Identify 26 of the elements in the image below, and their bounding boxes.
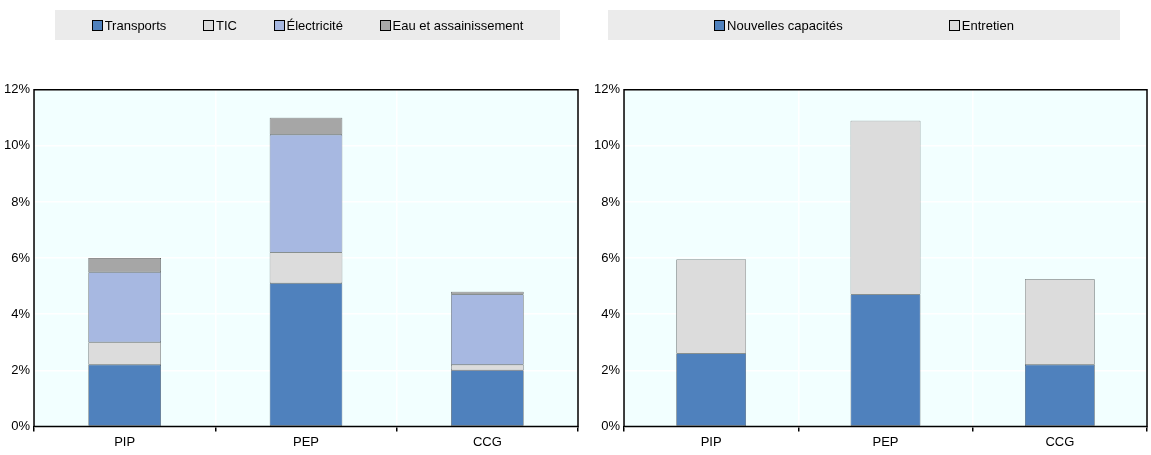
legend-label: Eau et assainissement xyxy=(392,17,524,33)
y-tick-label: 12% xyxy=(3,81,31,97)
y-tick-label: 6% xyxy=(601,249,621,265)
legend-label: Entretien xyxy=(961,17,1014,33)
x-tick-label: PIP xyxy=(700,433,722,449)
x-tick-label: PIP xyxy=(114,433,136,449)
y-tick-label: 8% xyxy=(11,193,31,209)
y-tick-label: 12% xyxy=(593,81,621,97)
legend-label: TIC xyxy=(215,17,237,33)
y-tick-label: 0% xyxy=(11,417,31,433)
legend-label: Électricité xyxy=(286,17,343,33)
x-tick-label: PEP xyxy=(293,433,320,449)
x-tick-label: CCG xyxy=(472,433,502,449)
x-tick-label: CCG xyxy=(1045,433,1075,449)
x-tick-label: PEP xyxy=(872,433,899,449)
y-tick-label: 4% xyxy=(11,305,31,321)
legend-label: Transports xyxy=(104,17,167,33)
y-tick-label: 0% xyxy=(601,417,621,433)
y-tick-label: 10% xyxy=(3,137,31,153)
legend-label: Nouvelles capacités xyxy=(727,17,843,33)
y-tick-label: 2% xyxy=(601,361,621,377)
y-tick-label: 6% xyxy=(11,249,31,265)
y-tick-label: 8% xyxy=(601,193,621,209)
y-tick-label: 2% xyxy=(11,361,31,377)
y-tick-label: 4% xyxy=(601,305,621,321)
y-tick-label: 10% xyxy=(593,137,621,153)
